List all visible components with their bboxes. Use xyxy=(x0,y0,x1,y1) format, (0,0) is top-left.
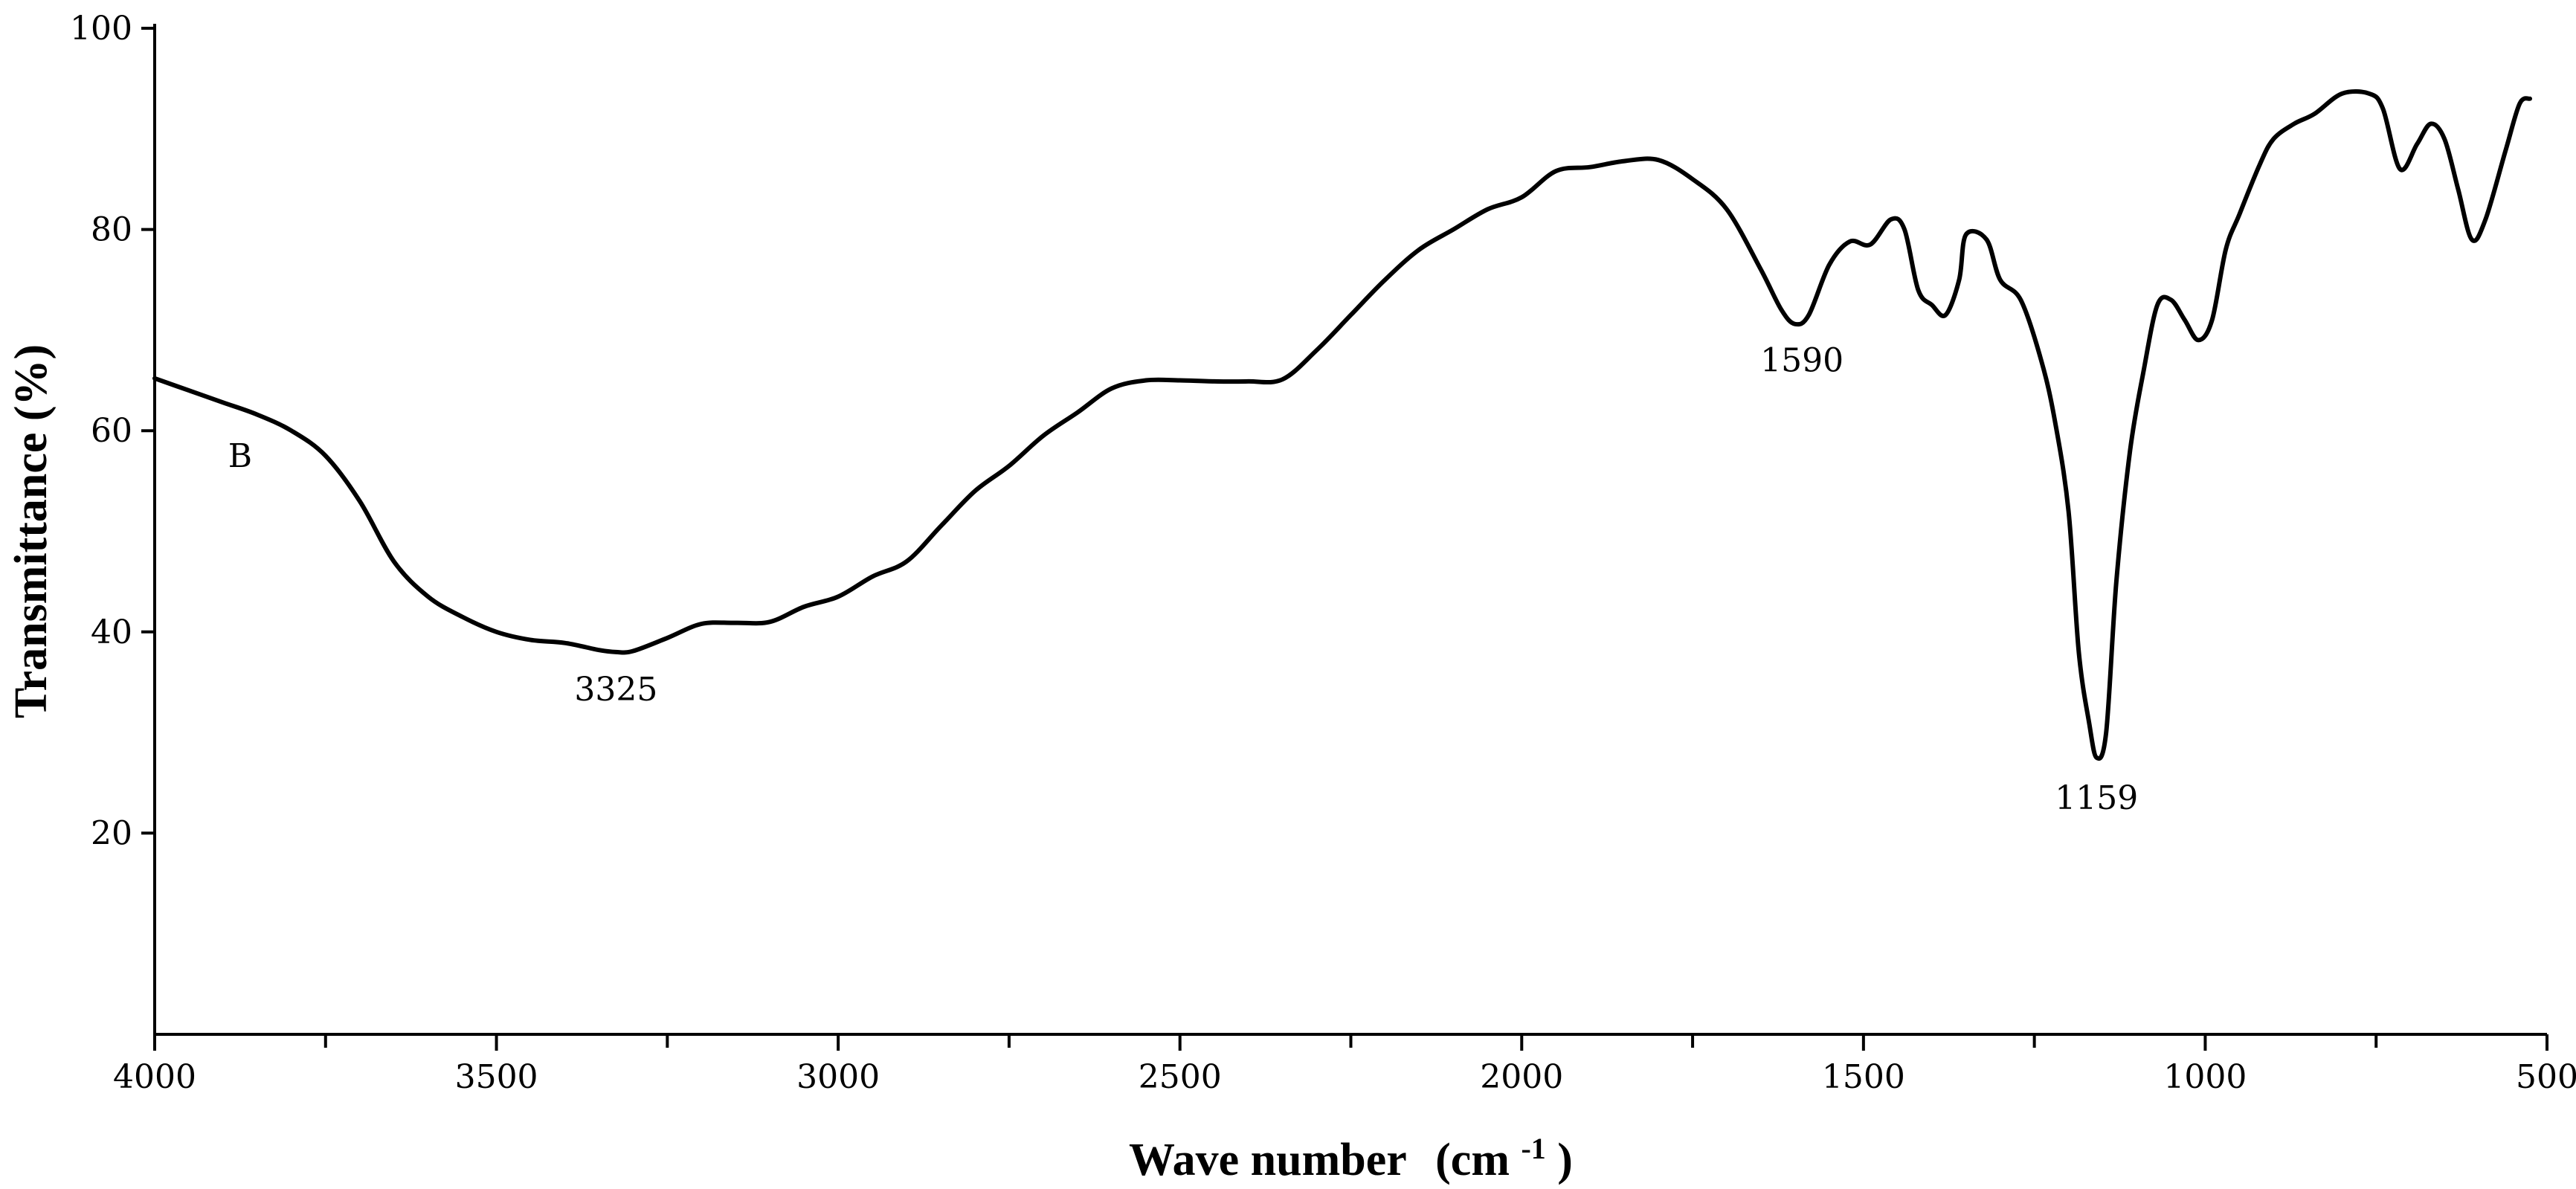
annotation-b: B xyxy=(228,437,252,475)
y-tick-label-60: 60 xyxy=(91,412,132,450)
y-tick-label-40: 40 xyxy=(91,613,132,651)
x-axis-title-close: ) xyxy=(1557,1135,1573,1185)
x-tick-label-500: 500 xyxy=(2516,1058,2576,1096)
annotation-3325: 3325 xyxy=(574,671,657,709)
x-axis-title-unit: (cm xyxy=(1435,1135,1510,1185)
x-axis-title: Wave number (cm -1 ) xyxy=(1129,1118,1573,1185)
annotation-1159: 1159 xyxy=(2055,779,2138,817)
x-tick-label-1500: 1500 xyxy=(1822,1058,1905,1096)
x-tick-label-1000: 1000 xyxy=(2163,1058,2247,1096)
y-tick-label-20: 20 xyxy=(91,814,132,852)
y-axis-title: Transmittance (%) xyxy=(6,344,57,718)
x-tick-label-2500: 2500 xyxy=(1139,1058,1222,1096)
x-tick-label-3500: 3500 xyxy=(455,1058,538,1096)
x-tick-label-2000: 2000 xyxy=(1480,1058,1563,1096)
y-tick-label-100: 100 xyxy=(70,10,132,48)
annotations: B 3325 1590 1159 xyxy=(228,341,2139,817)
x-axis-title-sup: -1 xyxy=(1521,1132,1545,1165)
x-axis-title-text: Wave number xyxy=(1129,1135,1406,1185)
x-ticks: 4000 3500 3000 2500 2000 1500 1000 500 xyxy=(113,1034,2576,1096)
annotation-1590: 1590 xyxy=(1760,341,1844,379)
axes xyxy=(153,24,2547,1036)
y-ticks: 20 40 60 80 100 xyxy=(70,10,155,852)
series-group xyxy=(152,88,2532,761)
x-tick-label-4000: 4000 xyxy=(113,1058,196,1096)
x-tick-label-3000: 3000 xyxy=(796,1058,880,1096)
spectrum-line-0 xyxy=(152,88,2532,761)
y-tick-label-80: 80 xyxy=(91,211,132,249)
